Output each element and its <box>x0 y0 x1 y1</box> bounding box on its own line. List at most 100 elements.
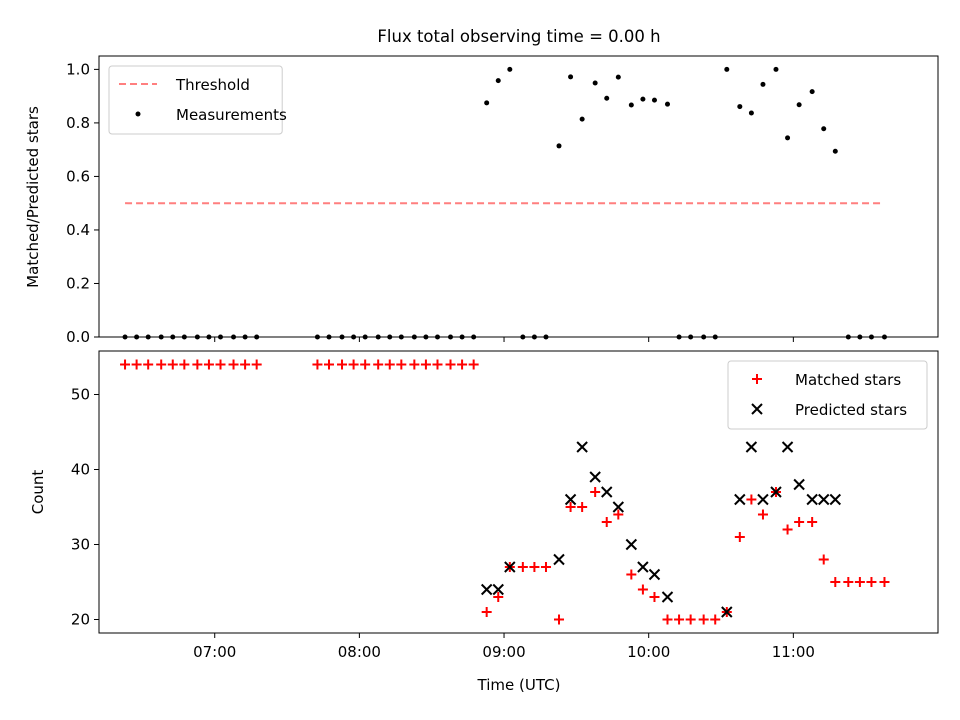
measurements-point <box>737 104 743 110</box>
predicted-stars-point <box>612 501 625 513</box>
predicted-stars-point <box>576 441 588 453</box>
predicted-stars-point <box>564 493 577 506</box>
matched-stars-point <box>409 359 420 370</box>
measurements-point <box>640 96 646 102</box>
x-tick-label: 07:00 <box>193 643 236 661</box>
matched-stars-point <box>637 584 648 595</box>
x-tick-label: 11:00 <box>772 643 815 661</box>
matched-stars-point <box>240 359 251 370</box>
measurements-point <box>471 334 477 340</box>
measurements-point <box>701 334 707 340</box>
matched-stars-point <box>445 359 456 370</box>
predicted-stars-point <box>745 441 758 453</box>
measurements-point <box>145 334 151 340</box>
x-axis-label: Time (UTC) <box>477 676 561 694</box>
matched-stars-point <box>674 614 685 625</box>
x-tick-label: 10:00 <box>627 643 670 661</box>
measurements-point <box>158 334 164 340</box>
count-y-tick-label: 50 <box>71 386 90 404</box>
ratio-y-tick-label: 0.8 <box>66 114 90 132</box>
matched-stars-point <box>685 614 696 625</box>
matched-stars-point <box>420 359 431 370</box>
measurements-point <box>484 100 490 106</box>
count-y-tick-label: 30 <box>71 536 90 554</box>
measurements-point <box>556 143 562 149</box>
measurements-point <box>832 148 838 154</box>
matched-stars-point <box>203 359 214 370</box>
matched-stars-point <box>613 509 624 520</box>
measurements-point <box>218 334 224 340</box>
legend-threshold-label: Threshold <box>175 76 250 94</box>
predicted-stars-point <box>793 478 805 491</box>
measurements-point <box>254 334 260 340</box>
legend-predicted-stars-label: Predicted stars <box>795 401 907 419</box>
ratio-y-tick-label: 1.0 <box>66 60 90 78</box>
predicted-stars-point <box>661 591 674 603</box>
measurements-point <box>520 334 526 340</box>
predicted-stars-point <box>625 538 638 551</box>
matched-stars-point <box>807 517 818 527</box>
measurements-point <box>423 334 429 340</box>
matched-stars-point <box>324 359 335 370</box>
predicted-stars-point <box>781 441 794 453</box>
ratio-legend: Threshold Measurements <box>108 65 287 135</box>
measurements-point <box>362 334 368 340</box>
predicted-stars-point <box>818 493 830 506</box>
measurements-point <box>206 334 212 340</box>
count-plot-marks <box>120 359 890 625</box>
matched-stars-point <box>565 502 576 512</box>
predicted-stars-point <box>589 471 601 483</box>
matched-stars-point <box>782 524 793 535</box>
matched-stars-point <box>348 359 359 370</box>
legend-matched-stars-swatch <box>752 374 762 384</box>
matched-stars-point <box>662 614 673 625</box>
matched-stars-point <box>601 517 612 527</box>
measurements-point <box>543 334 549 340</box>
ratio-axis-ticks: 0.0 0.2 0.4 0.6 0.8 1.0 <box>66 60 794 346</box>
predicted-stars-point <box>504 561 516 573</box>
predicted-stars-point <box>648 568 661 581</box>
legend-measurements-label: Measurements <box>176 106 287 124</box>
matched-stars-point <box>373 359 384 370</box>
predicted-stars-point <box>492 583 504 596</box>
matched-stars-point <box>468 359 479 370</box>
chart-title: Flux total observing time = 0.00 h <box>377 27 660 46</box>
predicted-stars-point <box>757 493 769 506</box>
measurements-point <box>760 81 766 87</box>
measurements-point <box>604 95 610 101</box>
measurements-point <box>459 334 465 340</box>
measurements-point <box>868 334 874 340</box>
measurements-point <box>628 102 634 108</box>
matched-stars-point <box>384 359 395 370</box>
predicted-stars-point <box>601 486 613 498</box>
measurements-point <box>495 78 501 84</box>
measurements-point <box>242 334 248 340</box>
matched-stars-point <box>517 562 528 572</box>
predicted-stars-point <box>770 486 782 498</box>
predicted-stars-point <box>637 561 649 573</box>
predicted-stars-point <box>734 493 746 506</box>
x-tick-label: 09:00 <box>482 643 525 661</box>
measurements-point <box>568 74 574 80</box>
matched-stars-point <box>746 494 757 505</box>
measurements-point <box>579 116 585 122</box>
count-y-tick-label: 40 <box>71 461 90 479</box>
x-tick-label: 08:00 <box>338 643 381 661</box>
matched-stars-point <box>830 577 841 587</box>
measurements-point <box>181 334 187 340</box>
matched-stars-point <box>179 359 190 370</box>
ratio-panel: 0.0 0.2 0.4 0.6 0.8 1.0 Matched/Predicted sta… <box>24 55 939 346</box>
matched-stars-point <box>854 577 865 587</box>
measurements-point <box>688 334 694 340</box>
count-legend: Matched stars Predicted stars <box>727 360 928 430</box>
measurements-point <box>339 334 345 340</box>
measurements-point <box>748 110 754 116</box>
measurements-point <box>387 334 393 340</box>
predicted-stars-point <box>721 606 733 618</box>
measurements-point <box>773 66 779 72</box>
matched-stars-point <box>192 359 203 370</box>
matched-stars-point <box>843 577 854 587</box>
matched-stars-point <box>626 569 637 580</box>
matched-stars-point <box>312 359 323 370</box>
matched-stars-point <box>540 562 551 572</box>
